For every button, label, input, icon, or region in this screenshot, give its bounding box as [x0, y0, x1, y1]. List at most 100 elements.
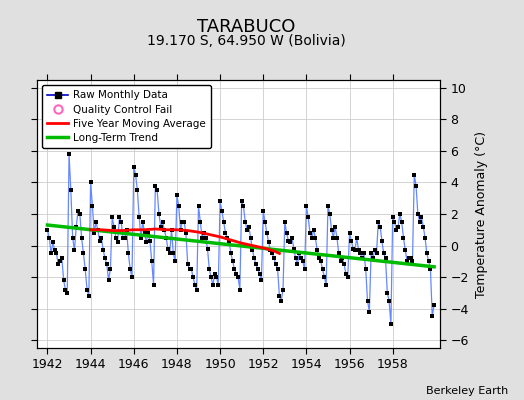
Point	[126, 266, 134, 272]
Point	[149, 282, 158, 288]
Point	[198, 234, 206, 241]
Point	[385, 298, 394, 304]
Point	[137, 234, 145, 241]
Point	[392, 226, 400, 233]
Point	[286, 239, 294, 246]
Point	[90, 230, 99, 236]
Point	[121, 234, 129, 241]
Point	[255, 271, 264, 277]
Point	[399, 234, 408, 241]
Point	[132, 171, 140, 178]
Point	[220, 219, 228, 225]
Point	[376, 224, 384, 230]
Point	[146, 238, 154, 244]
Point	[119, 234, 127, 241]
Point	[282, 230, 291, 236]
Point	[342, 271, 350, 277]
Point	[383, 290, 391, 296]
Point	[205, 266, 213, 272]
Point	[291, 255, 300, 261]
Point	[261, 219, 269, 225]
Point	[277, 298, 286, 304]
Point	[88, 203, 96, 209]
Point	[138, 219, 147, 225]
Point	[189, 274, 198, 280]
Point	[331, 224, 340, 230]
Point	[370, 247, 379, 254]
Point	[194, 203, 203, 209]
Point	[360, 250, 368, 257]
Point	[110, 224, 118, 230]
Point	[275, 293, 283, 299]
Point	[169, 250, 178, 257]
Point	[163, 246, 172, 252]
Point	[43, 226, 52, 233]
Point	[356, 250, 365, 257]
Point	[424, 258, 433, 264]
Point	[74, 208, 82, 214]
Point	[217, 208, 226, 214]
Point	[160, 226, 169, 233]
Point	[408, 258, 417, 264]
Point	[338, 255, 346, 261]
Point	[304, 214, 312, 220]
Point	[214, 282, 223, 288]
Point	[191, 282, 199, 288]
Point	[216, 198, 224, 204]
Text: TARABUCO: TARABUCO	[197, 18, 296, 36]
Point	[50, 247, 59, 254]
Point	[185, 266, 194, 272]
Point	[340, 261, 348, 268]
Point	[83, 286, 91, 293]
Point	[202, 234, 210, 241]
Point	[378, 238, 386, 244]
Point	[106, 266, 115, 272]
Point	[162, 234, 170, 241]
Point	[45, 234, 53, 241]
Point	[347, 238, 355, 244]
Point	[47, 250, 55, 257]
Point	[128, 274, 136, 280]
Point	[300, 266, 309, 272]
Point	[67, 187, 75, 194]
Point	[72, 224, 80, 230]
Point	[322, 282, 330, 288]
Point	[155, 211, 163, 217]
Point	[344, 274, 352, 280]
Point	[325, 211, 334, 217]
Point	[236, 286, 244, 293]
Point	[81, 266, 90, 272]
Point	[263, 230, 271, 236]
Point	[166, 250, 174, 257]
Point	[428, 313, 436, 320]
Point	[421, 234, 429, 241]
Point	[311, 234, 320, 241]
Point	[316, 258, 325, 264]
Point	[239, 203, 248, 209]
Point	[180, 219, 188, 225]
Point	[207, 274, 215, 280]
Point	[209, 282, 217, 288]
Point	[354, 247, 363, 254]
Text: Berkeley Earth: Berkeley Earth	[426, 386, 508, 396]
Point	[270, 255, 278, 261]
Point	[171, 258, 179, 264]
Point	[313, 247, 321, 254]
Point	[228, 258, 237, 264]
Point	[274, 266, 282, 272]
Point	[245, 224, 253, 230]
Point	[266, 247, 275, 254]
Point	[295, 250, 303, 257]
Point	[223, 234, 232, 241]
Point	[196, 219, 204, 225]
Point	[58, 255, 66, 261]
Point	[234, 274, 242, 280]
Point	[153, 187, 161, 194]
Point	[288, 234, 296, 241]
Point	[94, 226, 102, 233]
Point	[78, 234, 86, 241]
Point	[281, 219, 289, 225]
Point	[417, 214, 425, 220]
Point	[351, 247, 359, 254]
Point	[232, 271, 241, 277]
